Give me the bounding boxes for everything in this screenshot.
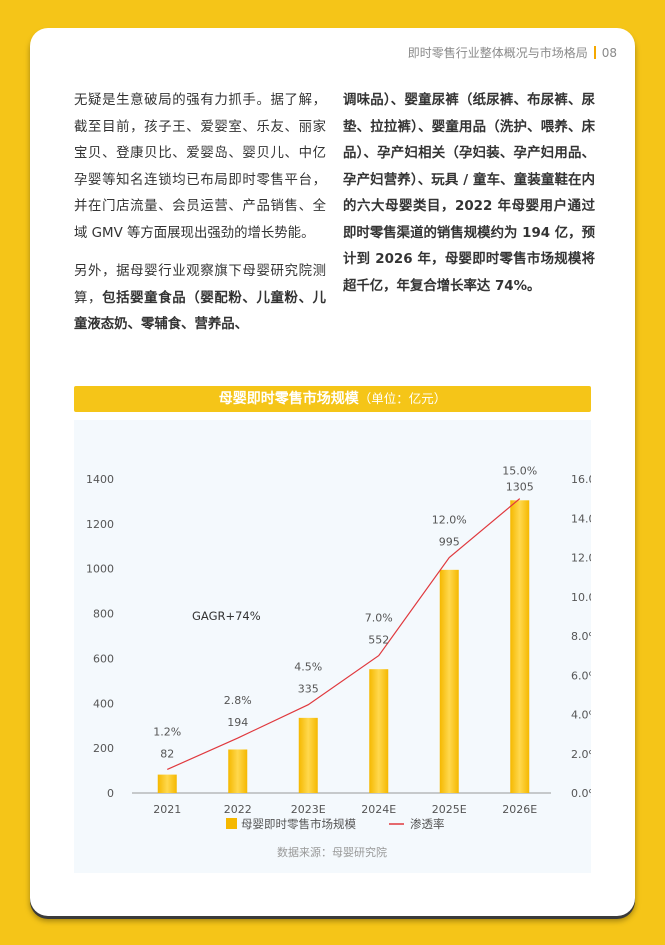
header-divider <box>593 46 596 59</box>
x-tick-label: 2022 <box>224 803 252 816</box>
penetration-line <box>167 498 521 770</box>
y2-tick-label: 12.0% <box>571 552 591 565</box>
y-tick-label: 1000 <box>86 563 114 576</box>
bar <box>439 569 459 793</box>
legend-bar-label: 母婴即时零售市场规模 <box>241 817 356 831</box>
bar-value-label: 995 <box>439 536 460 549</box>
bar-value-label: 82 <box>160 747 174 760</box>
paragraph-2: 另外，据母婴行业观察旗下母婴研究院测算，包括婴童食品（婴配粉、儿童粉、儿童液态奶… <box>74 259 326 339</box>
x-tick-label: 2025E <box>432 803 467 816</box>
y-tick-label: 600 <box>93 652 114 665</box>
x-tick-label: 2026E <box>502 803 537 816</box>
bar <box>157 774 177 793</box>
article-left-column: 无疑是生意破局的强有力抓手。据了解，截至目前，孩子王、爱婴室、乐友、丽家宝贝、登… <box>74 88 326 351</box>
legend-line-label: 渗透率 <box>410 817 445 831</box>
penetration-label: 7.0% <box>365 612 393 625</box>
chart-title: 母婴即时零售市场规模 <box>218 391 359 407</box>
bar-value-label: 552 <box>368 634 389 647</box>
y2-tick-label: 8.0% <box>571 630 591 643</box>
penetration-label: 1.2% <box>153 725 181 738</box>
chart-container: 0 200 400 600 800 1000 1200 1400 0.0% 2.0% 4.0% 6.0… <box>74 420 606 873</box>
y2-tick-label: 14.0% <box>571 512 591 525</box>
paragraph-2-bold: 包括婴童食品（婴配粉、儿童粉、儿童液态奶、零辅食、营养品、 <box>74 290 327 333</box>
y2-tick-label: 10.0% <box>571 591 591 604</box>
bar <box>510 500 530 793</box>
page-card: 即时零售行业整体概况与市场格局 08 无疑是生意破局的强有力抓手。据了解，截至目… <box>30 28 635 916</box>
chart-source: 数据来源：母婴研究院 <box>277 845 387 859</box>
penetration-label: 4.5% <box>294 661 322 674</box>
x-tick-label: 2021 <box>153 803 181 816</box>
y-tick-label: 400 <box>93 697 114 710</box>
chart-unit: （单位：亿元） <box>358 391 447 406</box>
x-tick-label: 2023E <box>291 803 326 816</box>
bar <box>298 717 318 793</box>
page-number: 08 <box>601 45 617 60</box>
y2-tick-label: 2.0% <box>571 748 591 761</box>
bar-value-label: 1305 <box>506 480 534 493</box>
y-tick-label: 0 <box>107 787 114 800</box>
y-tick-label: 800 <box>93 608 114 621</box>
y-tick-label: 1400 <box>86 473 114 486</box>
y2-tick-label: 4.0% <box>571 709 591 722</box>
cagr-annotation: GAGR+74% <box>192 609 261 623</box>
bar-value-label: 194 <box>227 716 248 729</box>
bar <box>369 669 389 793</box>
penetration-label: 15.0% <box>502 464 537 477</box>
paragraph-1: 无疑是生意破局的强有力抓手。据了解，截至目前，孩子王、爱婴室、乐友、丽家宝贝、登… <box>74 93 326 241</box>
legend-bar-swatch <box>226 818 237 829</box>
bar <box>228 749 248 793</box>
chart-title-banner: 母婴即时零售市场规模（单位：亿元） <box>74 386 591 412</box>
article-right-column: 调味品）、婴童尿裤（纸尿裤、布尿裤、尿垫、拉拉裤）、婴童用品（洗护、喂养、床品）… <box>343 88 595 312</box>
penetration-label: 12.0% <box>432 514 467 527</box>
bar-value-label: 335 <box>298 683 319 696</box>
penetration-label: 2.8% <box>224 694 252 707</box>
y-tick-label: 200 <box>93 742 114 755</box>
paragraph-2-plain: 另外，据母婴行业观察旗下母婴研究院测算， <box>74 264 326 306</box>
y-tick-label: 1200 <box>86 518 114 531</box>
y2-tick-label: 6.0% <box>571 669 591 682</box>
market-size-chart: 0 200 400 600 800 1000 1200 1400 0.0% 2.0% 4.0% 6.0… <box>86 464 606 859</box>
page-header: 即时零售行业整体概况与市场格局 08 <box>408 44 617 61</box>
section-title: 即时零售行业整体概况与市场格局 <box>407 46 588 60</box>
y2-tick-label: 16.0% <box>571 473 591 486</box>
x-tick-label: 2024E <box>361 803 396 816</box>
y2-tick-label: 0.0% <box>571 787 591 800</box>
paragraph-3: 调味品）、婴童尿裤（纸尿裤、布尿裤、尿垫、拉拉裤）、婴童用品（洗护、喂养、床品）… <box>343 93 595 294</box>
